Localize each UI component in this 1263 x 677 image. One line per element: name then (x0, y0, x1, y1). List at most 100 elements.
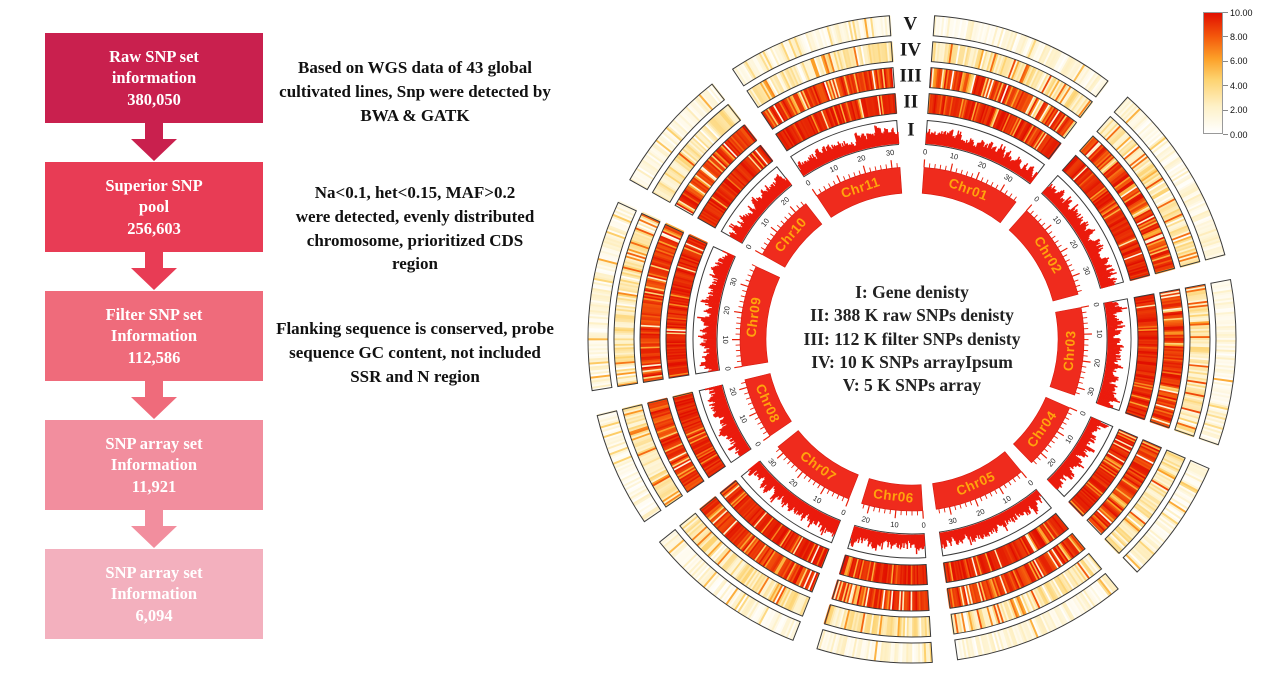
ring-II-border (1061, 154, 1151, 281)
axis-tick (944, 165, 947, 171)
axis-tick (770, 226, 778, 233)
axis-tick (884, 508, 886, 514)
axis-tick (960, 169, 963, 175)
axis-tick (740, 283, 749, 288)
axis-tick-label: 20 (1068, 238, 1080, 250)
axis-tick-label: 0 (804, 178, 812, 188)
axis-tick (1057, 244, 1062, 248)
scale-tick-mark (1223, 60, 1228, 62)
step-value: 380,050 (127, 89, 181, 109)
axis-tick (787, 460, 791, 465)
axis-tick (1067, 264, 1073, 267)
ring-V-border (629, 83, 726, 191)
scale-label: 2.00 (1230, 105, 1248, 116)
chromosome-band-Chr10 (761, 203, 823, 268)
axis-tick (950, 163, 954, 172)
ring-V-heatmap-Chr02 (1114, 97, 1226, 262)
axis-tick (862, 504, 865, 509)
axis-tick (1080, 371, 1086, 374)
axis-tick (762, 431, 768, 435)
ring-III-heatmap-Chr05 (946, 533, 1086, 609)
ring-II-border (943, 512, 1070, 584)
axis-tick (800, 201, 805, 206)
ring-II-heatmap-Chr06 (838, 554, 928, 586)
axis-tick (843, 176, 846, 181)
ring-II-border (1068, 428, 1139, 517)
axis-tick-label: 30 (885, 148, 894, 158)
ring-V-border (1198, 278, 1237, 446)
axis-tick (1069, 407, 1078, 412)
axis-tick (1075, 284, 1081, 287)
flowchart-step-3: Filter SNP set Information 112,586 (45, 291, 263, 381)
axis-tick (975, 171, 980, 180)
axis-tick (754, 417, 760, 420)
axis-tick (1062, 254, 1068, 258)
step-value: 256,603 (127, 218, 181, 238)
axis-tick (994, 489, 998, 494)
down-arrow-icon (131, 123, 177, 161)
flowchart-step-1: Raw SNP set information 380,050 (45, 33, 263, 123)
ring-III-heatmap-Chr07 (699, 496, 820, 593)
axis-tick (1069, 269, 1075, 272)
axis-tick (1053, 435, 1059, 439)
ring-IV-border (1096, 115, 1201, 268)
axis-tick-label: 0 (923, 147, 928, 156)
chromosome-label-Chr09: Chr09 (743, 296, 763, 338)
axis-tick (869, 167, 872, 173)
ring-II-heatmap-Chr03 (1125, 293, 1159, 421)
axis-tick (1037, 218, 1042, 223)
axis-tick (775, 448, 780, 453)
ring-I-histogram (728, 173, 792, 243)
ring-III-heatmap-Chr06 (831, 579, 930, 612)
ring-IV-heatmap-Chr07 (679, 512, 811, 617)
ring-II-border (697, 144, 774, 229)
down-arrow-icon (131, 381, 177, 419)
ring-II-border (665, 234, 708, 379)
axis-tick-label: 10 (1051, 214, 1063, 226)
axis-tick-label: 30 (1085, 386, 1096, 397)
axis-tick (980, 177, 984, 182)
ring-IV-border (651, 103, 742, 204)
axis-tick (934, 163, 936, 169)
ring-V-heatmap-Chr07 (658, 528, 801, 641)
ring-III-border (760, 67, 895, 130)
down-arrow-icon (131, 252, 177, 290)
ring-II-heatmap-Chr08 (672, 391, 726, 478)
axis-tick (1081, 365, 1087, 368)
ring-numeral-II: II (903, 91, 918, 112)
step-title: SNP array set Information (105, 562, 203, 604)
axis-tick-label: 20 (722, 306, 732, 316)
axis-tick (789, 206, 796, 213)
axis-tick (948, 506, 952, 515)
down-arrow-icon (131, 510, 177, 548)
ring-IV-border (1174, 283, 1211, 437)
ring-V-heatmap-Chr05 (953, 573, 1119, 660)
axis-tick (874, 166, 877, 171)
axis-tick (734, 365, 743, 369)
axis-tick (1060, 247, 1068, 253)
axis-tick (828, 183, 832, 188)
axis-tick (760, 426, 765, 430)
axis-tick (826, 489, 830, 494)
ring-III-border (831, 579, 930, 612)
ring-I-histogram (747, 460, 841, 537)
ring-IV-border (930, 41, 1093, 119)
snp-flowchart: Raw SNP set information 380,050 Superior S… (45, 33, 263, 639)
axis-tick (1030, 210, 1034, 215)
axis-tick (745, 279, 751, 282)
axis-tick (763, 242, 769, 246)
ring-III-heatmap-Chr11 (761, 67, 896, 130)
axis-tick (889, 509, 891, 515)
axis-tick (845, 498, 850, 507)
axis-tick (955, 168, 958, 173)
ring-II-border (839, 554, 928, 586)
axis-tick-label: 0 (1092, 302, 1102, 308)
axis-tick (741, 381, 746, 384)
axis-tick (754, 250, 763, 255)
axis-tick (841, 496, 845, 502)
axis-tick (890, 160, 893, 169)
ring-numeral-V: V (903, 13, 917, 34)
ring-IV-border (1104, 449, 1186, 555)
